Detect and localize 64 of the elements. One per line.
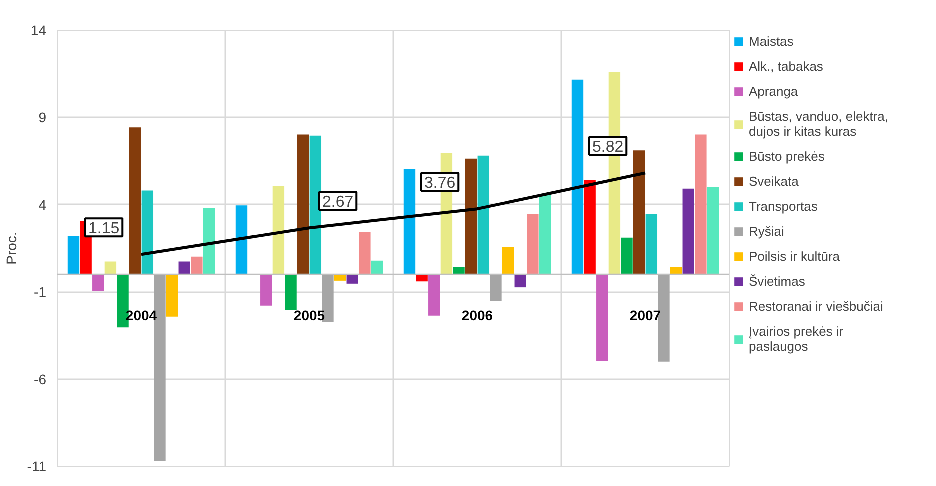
- bar: [166, 274, 178, 317]
- line-series: [140, 172, 647, 256]
- data-label: 5.82: [592, 139, 624, 156]
- bar: [633, 150, 646, 275]
- x-tick-label: 2006: [462, 308, 494, 324]
- y-axis-title: Proc.: [3, 232, 20, 265]
- bar: [695, 134, 707, 275]
- x-tick-label: 2005: [294, 308, 326, 324]
- legend-label: Apranga: [749, 84, 798, 99]
- legend-label: Alk., tabakas: [749, 59, 824, 74]
- y-tick-label: -6: [34, 371, 47, 388]
- bar: [453, 267, 465, 275]
- bar: [502, 247, 514, 275]
- bar: [285, 274, 297, 310]
- y-tick-label: -1: [34, 284, 47, 300]
- bar: [104, 262, 117, 275]
- bar: [527, 214, 539, 275]
- legend-label: Švietimas: [749, 274, 806, 289]
- legend-label: Poilsis ir kultūra: [749, 249, 840, 264]
- legend-label: Įvairios prekės ir paslaugos: [749, 324, 844, 354]
- bar: [596, 274, 608, 362]
- bar: [514, 274, 526, 288]
- legend-label: Būsto prekės: [749, 149, 825, 164]
- y-tick-label: 9: [38, 110, 47, 126]
- bar: [404, 168, 416, 275]
- bar: [142, 190, 154, 275]
- bar: [539, 194, 552, 275]
- bar: [236, 206, 248, 275]
- y-tick-label: -11: [27, 458, 47, 474]
- bar: [310, 136, 322, 275]
- data-label: 1.15: [88, 220, 120, 238]
- bar: [478, 156, 490, 275]
- bar: [584, 180, 596, 275]
- legend-label: Sveikata: [749, 174, 799, 189]
- data-label: 3.76: [424, 175, 456, 192]
- bar: [346, 274, 358, 284]
- y-tick-label: 14: [30, 22, 47, 38]
- bar: [359, 232, 371, 275]
- bar: [428, 274, 440, 316]
- legend-label: Būstas, vanduo, elektra, dujos ir kitas kuras: [749, 109, 888, 139]
- bar: [260, 274, 272, 306]
- legend-label: Restoranai ir viešbučiai: [749, 299, 884, 314]
- y-tick-label: 4: [38, 196, 47, 213]
- legend-label: Maistas: [749, 34, 794, 49]
- bar: [178, 262, 190, 275]
- bar: [707, 187, 720, 275]
- bar: [682, 188, 694, 275]
- bar: [572, 80, 584, 275]
- bar: [465, 158, 478, 275]
- x-tick-label: 2007: [630, 308, 662, 324]
- bar: [272, 186, 285, 275]
- bar: [68, 236, 80, 275]
- bar: [621, 238, 633, 275]
- bar: [371, 260, 384, 275]
- data-label: 2.67: [322, 194, 354, 212]
- bar: [646, 214, 658, 275]
- bar: [92, 274, 104, 292]
- bar: [297, 134, 310, 275]
- bar: [191, 256, 203, 275]
- legend-label: Ryšiai: [749, 224, 784, 239]
- bar: [490, 274, 502, 302]
- bar: [203, 208, 216, 275]
- bar: [129, 128, 142, 275]
- legend-label: Transportas: [749, 199, 818, 214]
